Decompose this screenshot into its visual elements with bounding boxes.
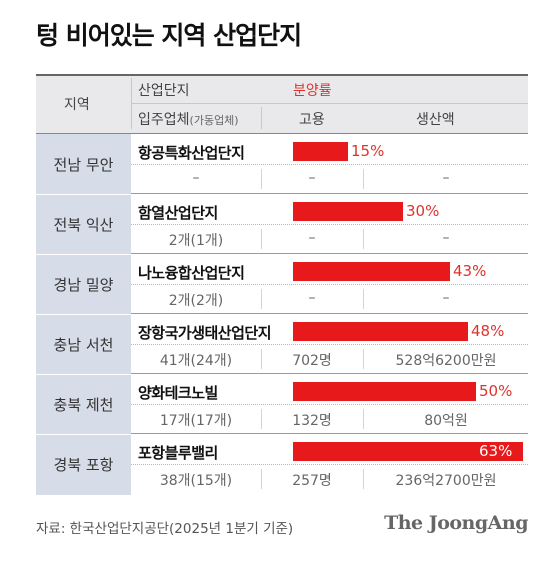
production-value: –: [442, 170, 450, 186]
region-label: 충북 제천: [53, 395, 114, 414]
employment-value: –: [308, 170, 316, 186]
rate-label: 15%: [351, 142, 385, 160]
cell-divider: [363, 229, 364, 249]
row-dotted-divider: [131, 224, 528, 225]
production-value: 528억6200만원: [395, 353, 497, 369]
header-companies-label: 입주업체: [138, 112, 190, 128]
rate-label: 30%: [406, 202, 440, 220]
source-note: 자료: 한국산업단지공단(2025년 1분기 기준): [36, 521, 294, 537]
employment-value: 702명: [292, 353, 332, 369]
companies-value: 38개(15개): [159, 473, 233, 489]
region-divider: [36, 434, 131, 435]
complex-name: 포항블루밸리: [138, 444, 218, 462]
employment-value: –: [308, 230, 316, 246]
complex-name: 항공특화산업단지: [138, 144, 245, 162]
cell-divider: [363, 349, 364, 369]
rate-label: 43%: [453, 262, 487, 280]
companies-value: –: [192, 170, 200, 186]
rate-bar: [293, 322, 468, 341]
header-divider: [261, 107, 262, 129]
header-divider: [131, 78, 132, 129]
row-divider: [131, 373, 528, 374]
rate-label: 50%: [479, 382, 513, 400]
production-value: 236억2700만원: [395, 473, 497, 489]
region-divider: [36, 314, 131, 315]
data-table: 지역 산업단지 분양률 입주업체(가동업체) 고용 생산액 전남 무안 항공특화산…: [36, 74, 528, 495]
header-complex: 산업단지: [138, 83, 190, 99]
region-divider: [36, 374, 131, 375]
region-divider: [36, 254, 131, 255]
region-divider: [36, 194, 131, 195]
cell-divider: [261, 469, 262, 489]
companies-value: 41개(24개): [159, 353, 233, 369]
cell-divider: [261, 289, 262, 309]
rate-bar: [293, 382, 476, 401]
header-companies-sub: (가동업체): [189, 114, 239, 127]
rate-bar: [293, 442, 523, 461]
cell-divider: [261, 349, 262, 369]
cell-divider: [261, 409, 262, 429]
row-divider: [131, 253, 528, 254]
employment-value: –: [308, 290, 316, 306]
row-dotted-divider: [131, 164, 528, 165]
header-bottom-rule: [36, 133, 528, 134]
production-value: –: [442, 230, 450, 246]
row-dotted-divider: [131, 404, 528, 405]
publisher-logo: The JoongAng: [384, 512, 528, 534]
complex-name: 장항국가생태산업단지: [138, 324, 272, 342]
row-dotted-divider: [131, 344, 528, 345]
header-region: 지역: [64, 97, 90, 113]
employment-value: 257명: [292, 473, 332, 489]
rate-bar: [293, 262, 450, 281]
header-rate: 분양률: [293, 83, 332, 99]
row-dotted-divider: [131, 284, 528, 285]
rate-label: 48%: [471, 322, 505, 340]
region-label: 경남 밀양: [53, 275, 114, 294]
complex-name: 양화테크노빌: [138, 384, 218, 402]
header-companies: 입주업체(가동업체): [138, 109, 239, 129]
cell-divider: [261, 229, 262, 249]
cell-divider: [363, 409, 364, 429]
region-label: 전남 무안: [53, 155, 114, 174]
row-divider: [131, 433, 528, 434]
header-top-rule: [36, 74, 528, 76]
row-divider: [131, 313, 528, 314]
row-dotted-divider: [131, 464, 528, 465]
row-divider: [131, 193, 528, 194]
rate-label: 63%: [479, 442, 513, 460]
companies-value: 17개(17개): [159, 413, 233, 429]
companies-value: 2개(2개): [168, 293, 224, 309]
companies-value: 2개(1개): [168, 233, 224, 249]
header-middle-rule: [131, 103, 528, 104]
production-value: –: [442, 290, 450, 306]
cell-divider: [363, 289, 364, 309]
complex-name: 나노융합산업단지: [138, 264, 245, 282]
complex-name: 함열산업단지: [138, 204, 218, 222]
production-value: 80억원: [424, 413, 468, 429]
rate-bar: [293, 142, 348, 161]
cell-divider: [261, 169, 262, 189]
cell-divider: [363, 469, 364, 489]
region-label: 전북 익산: [53, 215, 114, 234]
employment-value: 132명: [292, 413, 332, 429]
page-title: 텅 비어있는 지역 산업단지: [36, 21, 302, 50]
rate-bar: [293, 202, 403, 221]
region-label: 충남 서천: [53, 335, 114, 354]
region-label: 경북 포항: [53, 455, 114, 474]
header-production: 생산액: [416, 112, 455, 128]
cell-divider: [363, 169, 364, 189]
header-employment: 고용: [299, 112, 325, 128]
